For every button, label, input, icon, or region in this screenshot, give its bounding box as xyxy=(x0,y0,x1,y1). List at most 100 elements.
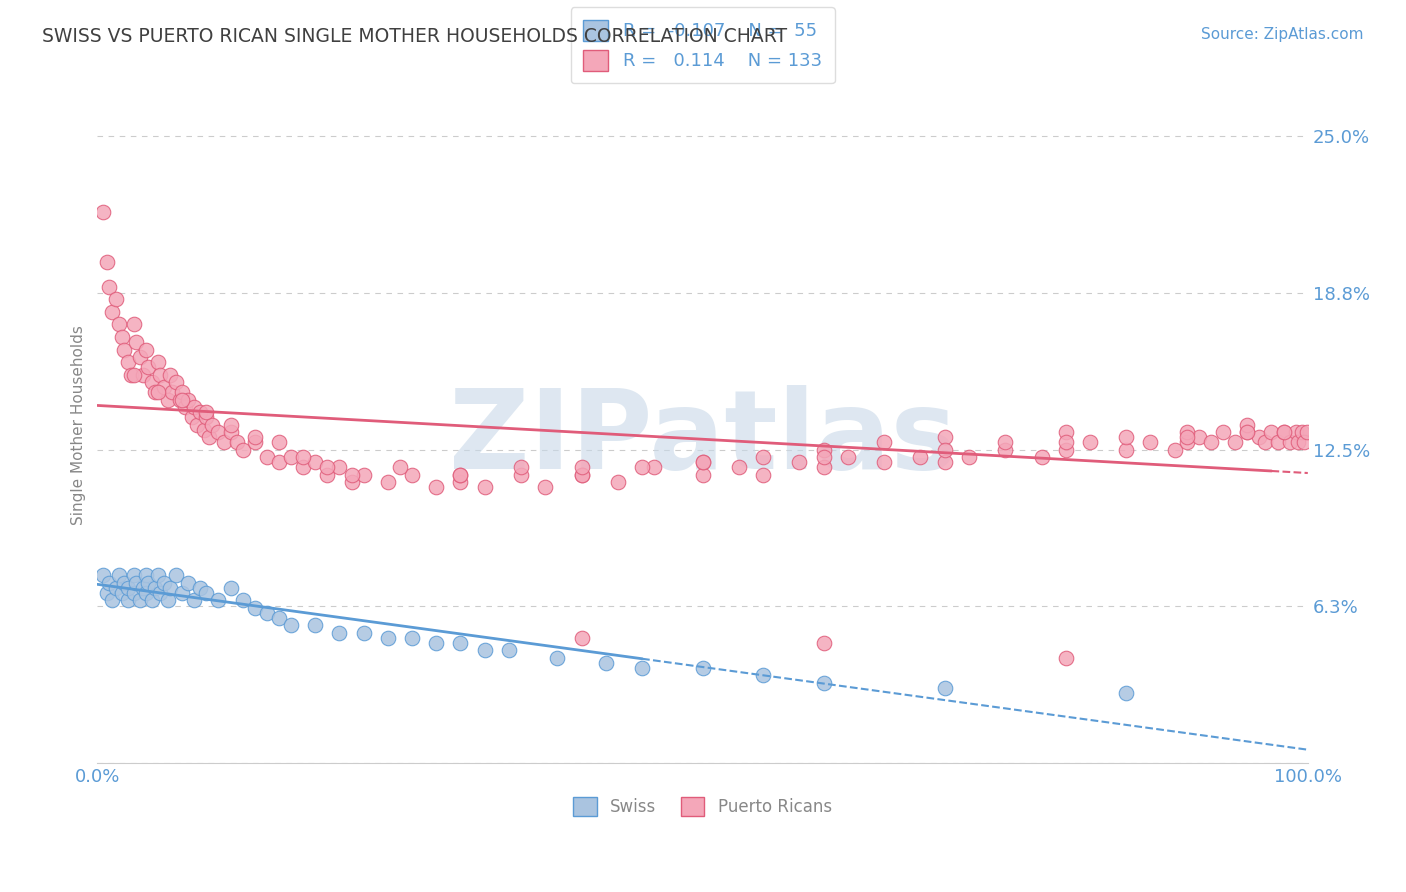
Point xyxy=(910,450,932,465)
Point xyxy=(145,581,167,595)
Point xyxy=(132,368,155,382)
Point xyxy=(1175,425,1198,440)
Text: Source: ZipAtlas.com: Source: ZipAtlas.com xyxy=(1201,27,1364,42)
Point xyxy=(425,636,447,650)
Point xyxy=(136,360,159,375)
Y-axis label: Single Mother Households: Single Mother Households xyxy=(72,325,86,524)
Point xyxy=(165,375,187,389)
Point xyxy=(93,568,115,582)
Point xyxy=(177,392,200,407)
Point xyxy=(183,401,205,415)
Point xyxy=(197,430,219,444)
Point xyxy=(994,442,1017,457)
Point xyxy=(104,581,127,595)
Point xyxy=(110,585,132,599)
Point xyxy=(1286,435,1309,450)
Point xyxy=(316,467,339,482)
Point xyxy=(159,581,181,595)
Point xyxy=(934,455,956,469)
Point xyxy=(934,681,956,695)
Point xyxy=(180,410,202,425)
Point xyxy=(101,305,124,319)
Point xyxy=(122,368,145,382)
Point xyxy=(1054,435,1077,450)
Point xyxy=(353,625,375,640)
Point xyxy=(280,618,302,632)
Point xyxy=(328,460,350,475)
Point xyxy=(256,450,278,465)
Point xyxy=(957,450,980,465)
Point xyxy=(631,661,654,675)
Point xyxy=(377,631,399,645)
Point xyxy=(232,593,254,607)
Point xyxy=(328,625,350,640)
Point xyxy=(340,475,363,490)
Point xyxy=(135,568,157,582)
Point xyxy=(837,450,859,465)
Point xyxy=(201,417,224,432)
Point xyxy=(631,460,654,475)
Point xyxy=(172,385,194,400)
Point xyxy=(1249,430,1271,444)
Point xyxy=(1188,430,1211,444)
Point xyxy=(149,368,172,382)
Point xyxy=(214,435,236,450)
Point xyxy=(752,450,775,465)
Point xyxy=(1236,425,1258,440)
Point xyxy=(195,585,218,599)
Point xyxy=(96,255,118,269)
Point xyxy=(159,368,181,382)
Point xyxy=(153,575,176,590)
Point xyxy=(934,430,956,444)
Point xyxy=(1199,435,1222,450)
Point xyxy=(643,460,665,475)
Point xyxy=(728,460,751,475)
Point xyxy=(186,417,208,432)
Point xyxy=(125,575,148,590)
Point xyxy=(450,467,472,482)
Point xyxy=(98,575,121,590)
Point xyxy=(353,467,375,482)
Point xyxy=(450,636,472,650)
Point xyxy=(169,392,191,407)
Point xyxy=(401,467,423,482)
Point xyxy=(108,568,131,582)
Point xyxy=(207,425,229,440)
Point xyxy=(141,375,163,389)
Point xyxy=(122,568,145,582)
Point xyxy=(219,417,242,432)
Point xyxy=(1225,435,1247,450)
Point xyxy=(1267,435,1289,450)
Point xyxy=(117,581,139,595)
Point xyxy=(96,585,118,599)
Point xyxy=(112,343,135,357)
Point xyxy=(340,467,363,482)
Point xyxy=(219,425,242,440)
Point xyxy=(1163,442,1185,457)
Point xyxy=(450,467,472,482)
Point xyxy=(692,455,714,469)
Point xyxy=(1294,435,1316,450)
Point xyxy=(149,585,172,599)
Point xyxy=(534,480,557,494)
Point xyxy=(267,435,290,450)
Point xyxy=(813,676,835,690)
Point xyxy=(571,631,593,645)
Point xyxy=(474,643,496,657)
Point xyxy=(813,460,835,475)
Point xyxy=(93,204,115,219)
Point xyxy=(571,467,593,482)
Point xyxy=(193,423,215,437)
Point xyxy=(232,442,254,457)
Point xyxy=(162,385,184,400)
Point xyxy=(510,467,533,482)
Point xyxy=(128,593,150,607)
Point xyxy=(1115,442,1137,457)
Point xyxy=(1254,435,1277,450)
Point xyxy=(1212,425,1234,440)
Point xyxy=(546,651,568,665)
Point xyxy=(873,455,896,469)
Point xyxy=(450,475,472,490)
Point xyxy=(243,435,266,450)
Point xyxy=(606,475,628,490)
